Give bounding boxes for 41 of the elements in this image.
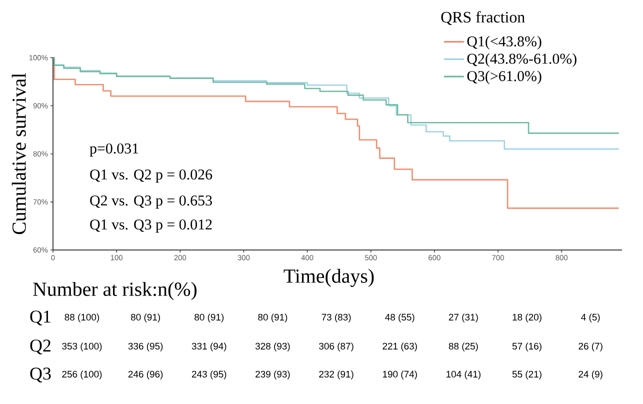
- text: 26 (7): [578, 342, 602, 352]
- text: 256 (100): [62, 370, 102, 380]
- legend-label: Q3(>61.0%): [467, 70, 542, 84]
- text: 104 (41): [446, 370, 480, 380]
- annotation: Q1 vs. Q3 p = 0.012: [90, 219, 212, 233]
- text: 88 (25): [448, 342, 478, 352]
- annotation: p=0.031: [90, 143, 138, 157]
- y-axis-title: Cumulative survival: [12, 73, 26, 234]
- text: 4 (5): [581, 314, 600, 322]
- legend-label: Q1(<43.8%): [467, 36, 542, 50]
- text: 232 (91): [319, 370, 354, 380]
- legend-title: QRS fraction: [441, 11, 525, 25]
- text: 246 (96): [128, 370, 163, 380]
- text: 80 (91): [258, 314, 288, 322]
- annotation: Q1 vs. Q2 p = 0.026: [90, 169, 212, 183]
- text: 190 (74): [382, 370, 417, 380]
- text: 18 (20): [512, 314, 542, 322]
- text: 88 (100): [64, 314, 100, 322]
- text: Q2: [30, 340, 50, 354]
- legend-label: Q2(43.8%-61.0%): [467, 53, 576, 67]
- text: 48 (55): [385, 314, 414, 322]
- text: 306 (87): [319, 342, 354, 352]
- text: Q3: [30, 368, 51, 382]
- text: 80 (91): [194, 314, 224, 322]
- text: Q1: [30, 310, 50, 326]
- text: 24 (9): [578, 370, 602, 380]
- text: 221 (63): [382, 342, 417, 352]
- text: 331 (94): [192, 342, 226, 352]
- text: Number at risk:n(%): [33, 282, 197, 300]
- text: 57 (16): [512, 342, 542, 352]
- x-axis-title: Time(days): [284, 268, 374, 287]
- text: 353 (100): [62, 342, 102, 352]
- text: 336 (95): [128, 342, 163, 352]
- text: 243 (95): [192, 370, 226, 380]
- text: 73 (83): [322, 314, 351, 322]
- annotation: Q2 vs. Q3 p = 0.653: [90, 195, 212, 209]
- text: 80 (91): [130, 314, 160, 322]
- text: 27 (31): [448, 314, 478, 322]
- text: 328 (93): [255, 342, 290, 352]
- text: 55 (21): [512, 370, 542, 380]
- text: 239 (93): [256, 370, 290, 380]
